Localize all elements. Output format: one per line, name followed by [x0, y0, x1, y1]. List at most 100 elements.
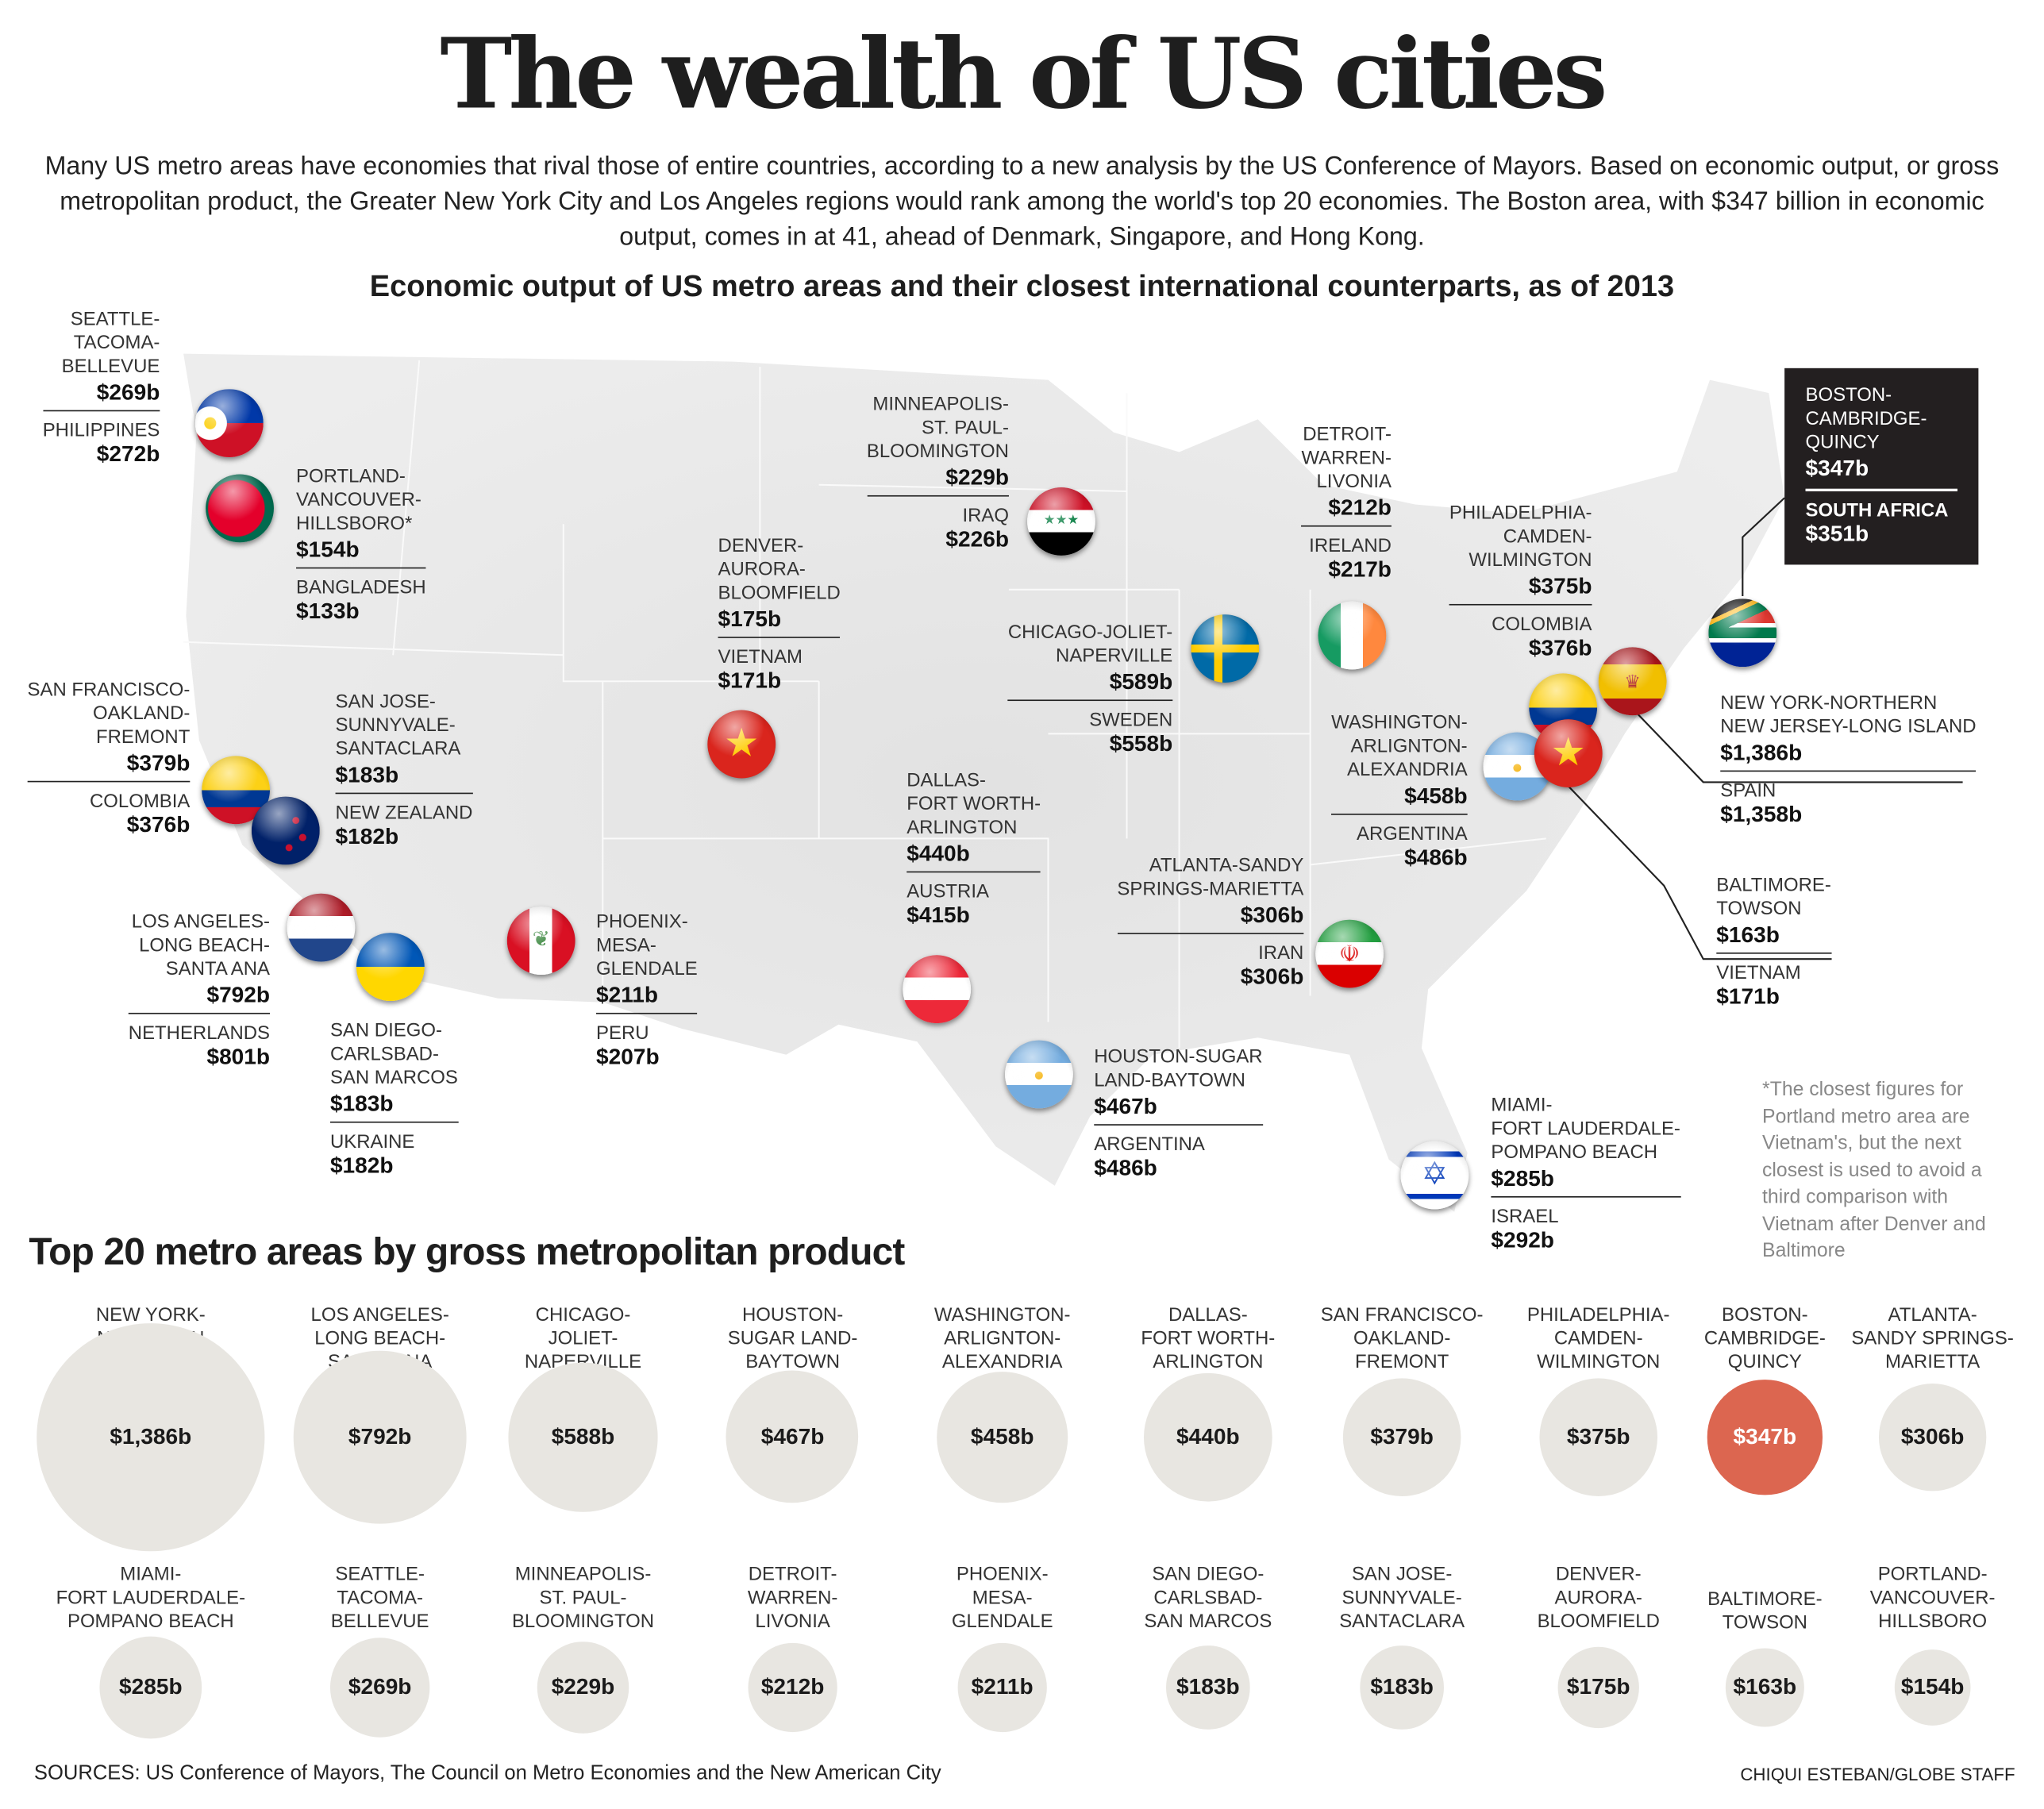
bubble-label: WASHINGTON- ARLIGNTON- ALEXANDRIA: [933, 1304, 1071, 1373]
state-borders: [183, 360, 1546, 1049]
metro-block: CHICAGO-JOLIET- NAPERVILLE $589b: [1007, 621, 1173, 702]
bubble-value: $792b: [348, 1424, 412, 1449]
country-name: NETHERLANDS: [128, 1023, 271, 1045]
country-value: $801b: [206, 1044, 271, 1069]
metro-value: $183b: [335, 762, 399, 788]
bubble: $183b: [1360, 1645, 1444, 1730]
argentina-flag-icon: ●: [1005, 1040, 1073, 1109]
metro-value: $458b: [1404, 783, 1468, 809]
bubble-value: $1,386b: [110, 1424, 192, 1449]
bubble: $379b: [1342, 1377, 1462, 1497]
bubble: $347b: [1707, 1380, 1823, 1495]
metro-value: $211b: [596, 982, 659, 1008]
austria-flag-icon: [903, 955, 972, 1024]
city-name: HOUSTON-SUGAR LAND-BAYTOWN: [1094, 1046, 1263, 1091]
country-value: $182b: [335, 824, 399, 849]
country-value: $226b: [945, 526, 1009, 552]
bubble-label: PHILADELPHIA- CAMDEN- WILMINGTON: [1526, 1304, 1670, 1373]
metro-label: SAN FRANCISCO- OAKLAND- FREMONT $379b COLO…: [27, 679, 191, 837]
metro-label: PHILADELPHIA- CAMDEN- WILMINGTON $375b COL…: [1449, 502, 1592, 660]
bubble-label: BALTIMORE- TOWSON: [1707, 1589, 1823, 1634]
intro-paragraph: Many US metro areas have economies that …: [44, 152, 2000, 252]
country-value: $415b: [907, 903, 970, 928]
city-name: SEATTLE- TACOMA- BELLEVUE: [61, 309, 160, 378]
bubble-value: $306b: [1900, 1424, 1965, 1449]
country-value: $376b: [1528, 635, 1592, 660]
metro-value: $269b: [96, 379, 160, 406]
country-value: $171b: [1716, 983, 1780, 1009]
city-name: PHILADELPHIA- CAMDEN- WILMINGTON: [1449, 502, 1592, 572]
metro-label: BALTIMORE- TOWSON $163b VIETNAM $171b: [1716, 874, 1831, 1009]
country-value: $1,358b: [1720, 802, 1803, 827]
metro-block: SAN DIEGO- CARLSBAD- SAN MARCOS $183b: [329, 1019, 458, 1123]
bubble-label: DENVER- AURORA- BLOOMFIELD: [1537, 1564, 1660, 1633]
metro-block: SAN JOSE- SUNNYVALE- SANTACLARA $183b: [335, 691, 473, 795]
metro-block: PHOENIX- MESA- GLENDALE $211b: [596, 910, 698, 1014]
bubble: $467b: [726, 1371, 859, 1504]
vietnam-flag-icon: ★: [707, 710, 776, 779]
city-name: SAN JOSE- SUNNYVALE- SANTACLARA: [335, 691, 461, 760]
country-value: $292b: [1491, 1227, 1554, 1253]
country-name: SPAIN: [1720, 780, 1776, 803]
bubble-value: $375b: [1566, 1424, 1630, 1449]
bubble-value: $183b: [1176, 1674, 1240, 1699]
israel-flag-icon: ✡: [1400, 1141, 1469, 1210]
country-name: SWEDEN: [1089, 710, 1173, 732]
bubble-value: $212b: [760, 1674, 825, 1699]
bubble: $792b: [294, 1351, 467, 1524]
bubble-value: $379b: [1370, 1424, 1434, 1449]
metro-label: DALLAS- FORT WORTH- ARLINGTON $440b AUSTRI…: [907, 769, 1041, 928]
bubble-value: $440b: [1176, 1424, 1240, 1449]
bubble: $212b: [748, 1642, 837, 1733]
bubble-value: $183b: [1370, 1674, 1434, 1699]
metro-label: PORTLAND- VANCOUVER- HILLSBORO* $154b BANG…: [296, 465, 426, 624]
iraq-flag-icon: ★★★: [1027, 487, 1095, 556]
country-value: $207b: [596, 1044, 660, 1069]
city-name: MIAMI- FORT LAUDERDALE- POMPANO BEACH: [1491, 1095, 1680, 1164]
bubble-value: $229b: [551, 1674, 615, 1699]
metro-value: $347b: [1805, 456, 1957, 491]
metro-label: DENVER- AURORA- BLOOMFIELD $175b VIETNAM $1…: [718, 534, 841, 693]
country-name: PERU: [596, 1023, 649, 1045]
bubble: $458b: [937, 1372, 1068, 1503]
metro-block: SAN FRANCISCO- OAKLAND- FREMONT $379b: [27, 679, 191, 783]
country-value: $486b: [1404, 845, 1468, 870]
metro-block: NEW YORK-NORTHERN NEW JERSEY-LONG ISLAND…: [1720, 692, 1977, 772]
metro-value: $467b: [1094, 1094, 1157, 1119]
country-name: NEW ZEALAND: [335, 803, 473, 825]
city-name: PHOENIX- MESA- GLENDALE: [596, 911, 698, 980]
bubble: $285b: [98, 1635, 202, 1740]
bubble: $154b: [1894, 1649, 1971, 1726]
metro-label: CHICAGO-JOLIET- NAPERVILLE $589b SWEDEN $55…: [1007, 621, 1173, 756]
city-name: SAN FRANCISCO- OAKLAND- FREMONT: [27, 679, 191, 749]
netherlands-flag-icon: [287, 893, 356, 962]
metro-label: SEATTLE- TACOMA- BELLEVUE $269b PHILIPPINE…: [42, 308, 160, 467]
bubble-label: PORTLAND- VANCOUVER- HILLSBORO: [1869, 1564, 1996, 1633]
city-name: CHICAGO-JOLIET- NAPERVILLE: [1007, 622, 1173, 668]
country-value: $376b: [126, 812, 191, 837]
bubble: $588b: [508, 1363, 658, 1512]
sweden-flag-icon: [1191, 614, 1260, 683]
metro-label: HOUSTON-SUGAR LAND-BAYTOWN $467b ARGENTINA…: [1094, 1045, 1263, 1180]
southafrica-flag-icon: [1708, 599, 1777, 668]
bubble: $175b: [1557, 1646, 1639, 1728]
peru-flag-icon: ❦: [506, 906, 575, 976]
metro-block: BALTIMORE- TOWSON $163b: [1716, 874, 1831, 954]
country-name: BANGLADESH: [296, 577, 426, 599]
bubble: $440b: [1143, 1372, 1272, 1502]
metro-label: SAN DIEGO- CARLSBAD- SAN MARCOS $183b UKRA…: [329, 1019, 458, 1178]
bubble: $1,386b: [37, 1323, 265, 1552]
metro-block: PORTLAND- VANCOUVER- HILLSBORO* $154b: [296, 465, 426, 569]
metro-value: $163b: [1716, 922, 1780, 948]
country-value: $182b: [329, 1153, 394, 1178]
us-landmass: [183, 353, 1785, 1212]
metro-value: $212b: [1328, 495, 1392, 521]
metro-value: $285b: [1491, 1166, 1554, 1191]
page-title: The wealth of US cities: [440, 18, 1607, 132]
metro-label: MIAMI- FORT LAUDERDALE- POMPANO BEACH $28…: [1491, 1094, 1680, 1253]
country-value: $272b: [96, 441, 160, 467]
country-value: $558b: [1109, 731, 1173, 756]
bubble-label: CHICAGO- JOLIET- NAPERVILLE: [525, 1304, 641, 1373]
iran-flag-icon: ☫: [1315, 919, 1384, 988]
metro-value: $1,386b: [1720, 740, 1803, 765]
